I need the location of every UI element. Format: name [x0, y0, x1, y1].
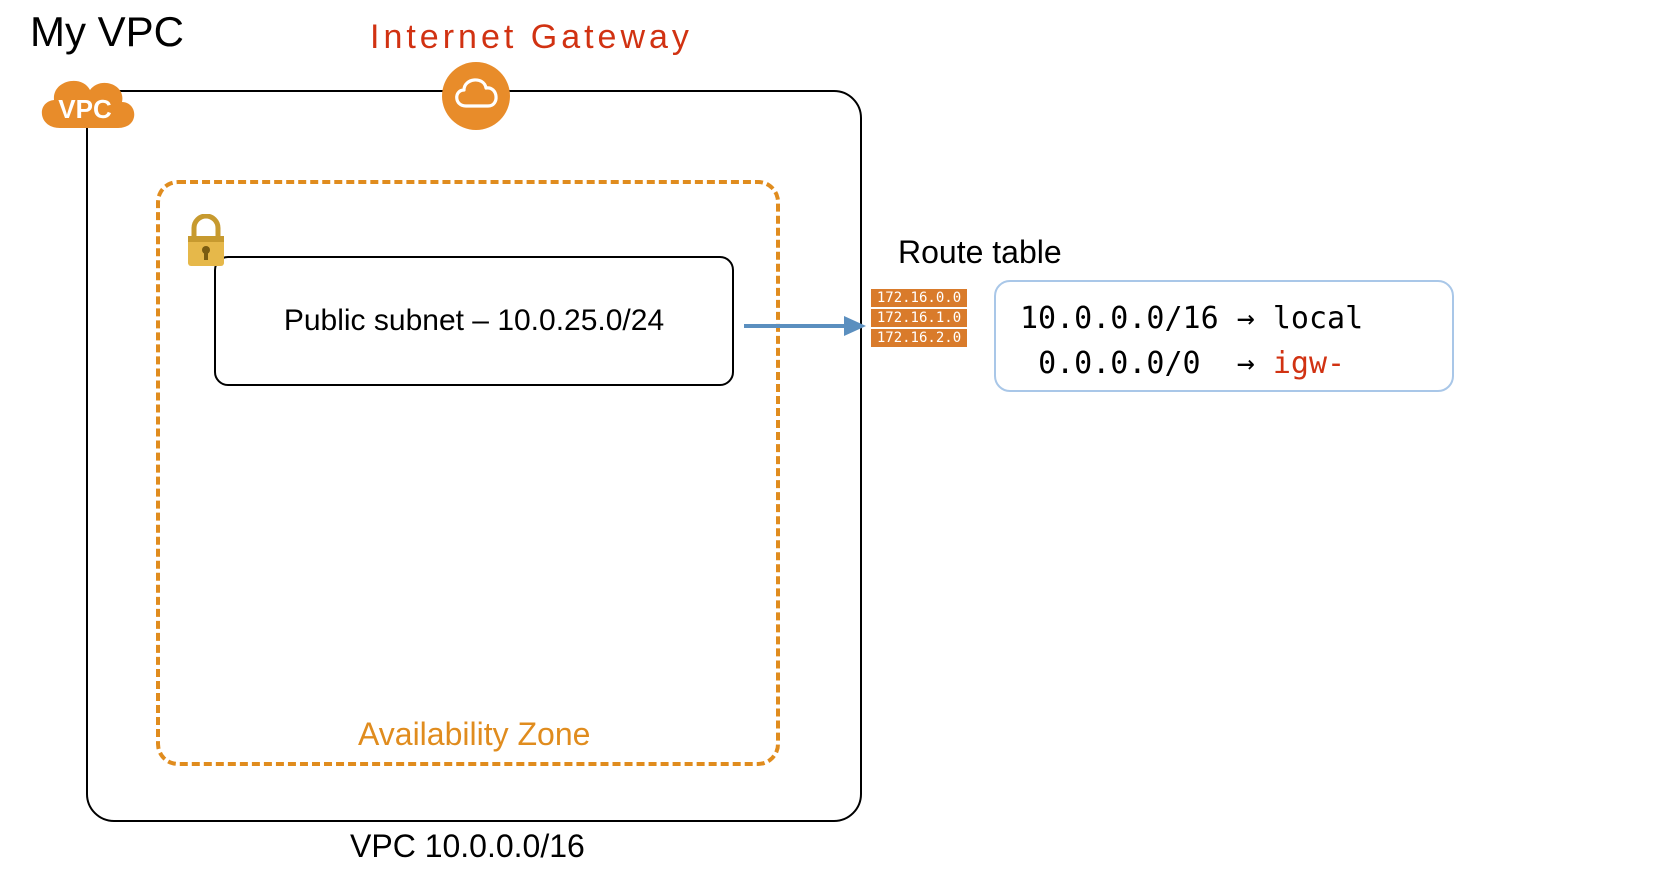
internet-gateway-title: Internet Gateway [370, 18, 693, 57]
public-subnet: Public subnet – 10.0.25.0/24 [214, 256, 734, 386]
availability-zone-label: Availability Zone [358, 716, 590, 753]
route-row: 0.0.0.0/0 → igw- [1020, 341, 1428, 386]
vpc-cloud-icon: VPC [30, 70, 140, 142]
internet-gateway-icon [440, 60, 512, 132]
route-chip: 172.16.2.0 [870, 328, 968, 348]
public-subnet-label: Public subnet – 10.0.25.0/24 [284, 304, 664, 338]
route-target: igw- [1273, 346, 1345, 381]
lock-icon [182, 214, 230, 270]
route-target: local [1273, 301, 1363, 336]
route-chip: 172.16.1.0 [870, 308, 968, 328]
route-table-icon: 172.16.0.0 172.16.1.0 172.16.2.0 [870, 288, 970, 348]
route-row: 10.0.0.0/16 → local [1020, 296, 1428, 341]
diagram-canvas: My VPC Internet Gateway VPC 10.0.0.0/16 … [0, 0, 1680, 875]
route-table-title: Route table [898, 234, 1062, 271]
route-dest: 10.0.0.0/16 [1020, 301, 1219, 336]
vpc-badge-text: VPC [58, 94, 112, 124]
route-chip: 172.16.0.0 [870, 288, 968, 308]
route-dest: 0.0.0.0/0 [1038, 346, 1201, 381]
vpc-cidr-label: VPC 10.0.0.0/16 [350, 828, 585, 865]
arrow-subnet-to-routetable [740, 306, 860, 334]
route-table-entries: 10.0.0.0/16 → local 0.0.0.0/0 → igw- [994, 280, 1454, 392]
arrow-glyph: → [1237, 301, 1273, 336]
vpc-title: My VPC [30, 8, 184, 56]
arrow-glyph: → [1219, 346, 1273, 381]
